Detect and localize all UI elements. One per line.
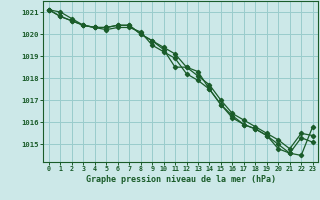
X-axis label: Graphe pression niveau de la mer (hPa): Graphe pression niveau de la mer (hPa) <box>86 175 276 184</box>
